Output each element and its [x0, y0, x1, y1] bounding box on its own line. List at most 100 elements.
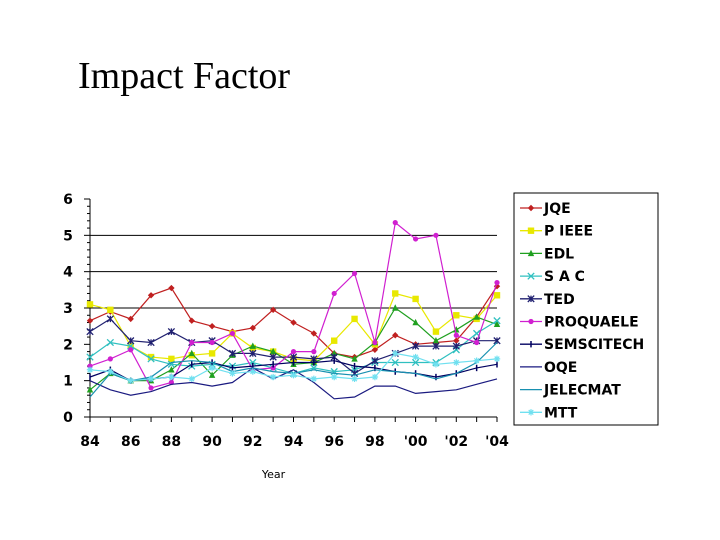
- data-point: [331, 349, 338, 357]
- data-point: [86, 317, 94, 324]
- y-tick-label: 4: [63, 265, 73, 281]
- data-point: [107, 306, 114, 314]
- data-point: [269, 306, 277, 314]
- data-point: [473, 313, 480, 320]
- y-tick-label: 3: [63, 301, 73, 317]
- data-point: [209, 339, 215, 346]
- legend-item-mtt: MTT: [520, 405, 578, 421]
- data-point: [148, 385, 154, 391]
- data-point: [392, 304, 399, 311]
- data-point: [331, 290, 337, 297]
- data-point: [310, 330, 318, 337]
- data-point: [147, 353, 155, 361]
- data-point: [107, 368, 114, 375]
- data-point: [127, 337, 135, 345]
- data-point: [493, 355, 501, 363]
- data-point: [208, 350, 216, 357]
- data-point: [432, 361, 440, 368]
- legend-item-proquaele: PROQUAELE: [520, 315, 639, 331]
- legend-item-p-ieee: P IEEE: [520, 224, 593, 240]
- data-point: [106, 315, 115, 323]
- data-point: [453, 326, 460, 333]
- legend-label: S A C: [544, 269, 585, 285]
- y-tick-label: 1: [63, 374, 73, 390]
- legend-label: PROQUAELE: [544, 315, 639, 331]
- legend-item-ted: TED: [520, 292, 575, 308]
- data-point: [167, 327, 176, 336]
- y-tick-label: 0: [63, 410, 73, 426]
- data-point: [249, 342, 256, 349]
- data-point: [412, 295, 419, 303]
- data-point: [147, 292, 155, 299]
- data-point: [527, 227, 535, 234]
- data-point: [411, 342, 420, 350]
- x-tick-label: 86: [121, 434, 140, 450]
- data-point: [168, 373, 175, 381]
- series-proquaele: [87, 220, 500, 391]
- data-point: [527, 272, 535, 280]
- data-point: [473, 357, 480, 364]
- data-point: [452, 342, 460, 350]
- data-point: [371, 357, 379, 365]
- data-point: [527, 295, 535, 303]
- data-point: [311, 349, 317, 355]
- data-point: [391, 358, 399, 367]
- data-point: [412, 353, 419, 361]
- data-point: [147, 355, 155, 363]
- data-point: [87, 363, 93, 369]
- data-point: [249, 324, 256, 332]
- series-line-oqe: [89, 367, 498, 400]
- x-tick-label: '00: [404, 434, 428, 450]
- data-point: [86, 386, 94, 393]
- data-point: [528, 318, 534, 325]
- data-point: [249, 349, 257, 358]
- data-point: [432, 337, 440, 344]
- data-point: [249, 368, 256, 375]
- data-point: [453, 332, 459, 338]
- legend-item-oqe: OQE: [520, 360, 577, 376]
- data-point: [270, 365, 276, 371]
- data-point: [107, 356, 113, 362]
- data-point: [208, 371, 216, 378]
- data-point: [249, 358, 257, 367]
- data-point: [392, 220, 398, 226]
- legend-item-s-a-c: S A C: [520, 269, 585, 285]
- data-point: [527, 409, 535, 416]
- legend-label: SEMSCITECH: [544, 337, 644, 353]
- data-point: [412, 318, 419, 326]
- data-point: [493, 317, 501, 325]
- data-point: [189, 339, 195, 346]
- data-point: [351, 375, 358, 383]
- data-point: [86, 327, 94, 336]
- data-point: [351, 355, 358, 362]
- data-point: [310, 375, 318, 383]
- legend: JQE P IEEE EDL S A C TED PROQUAELE SEMSCITECH O…: [513, 192, 659, 426]
- data-point: [188, 375, 195, 383]
- data-point: [289, 353, 298, 361]
- gridlines: [90, 234, 497, 309]
- legend-label: JQE: [543, 201, 571, 217]
- data-point: [474, 339, 480, 346]
- data-point: [453, 359, 460, 366]
- x-axis-title: Year: [261, 468, 286, 481]
- data-point: [371, 346, 379, 353]
- data-point: [493, 320, 501, 328]
- x-tick-label: '04: [485, 434, 509, 450]
- data-point: [229, 330, 236, 337]
- data-point: [128, 347, 134, 353]
- y-tick-label: 6: [63, 192, 73, 208]
- axes: 0 1 2 3 4 5 6 84 86 88 90 92 94 96 98 '00 '02 '04: [63, 192, 509, 450]
- data-point: [351, 270, 358, 277]
- data-point: [269, 347, 277, 355]
- data-point: [269, 373, 277, 381]
- slide-title: Impact Factor: [78, 55, 291, 97]
- data-point: [432, 342, 440, 350]
- data-point: [127, 342, 135, 350]
- data-point: [392, 332, 399, 339]
- x-tick-label: 92: [243, 434, 262, 450]
- data-point: [453, 312, 460, 319]
- series-s-a-c: [86, 317, 501, 378]
- x-tick-label: 90: [202, 434, 222, 450]
- legend-label: OQE: [544, 360, 577, 376]
- legend-label: MTT: [544, 405, 578, 421]
